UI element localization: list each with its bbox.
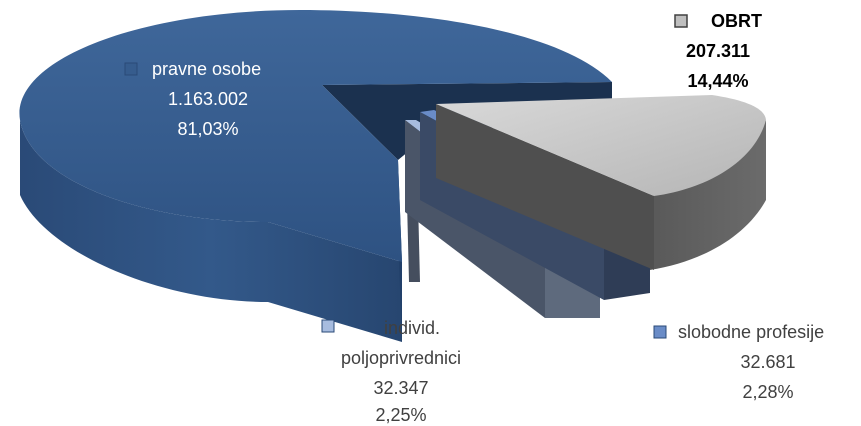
legend-key-slobodne-profesije	[653, 325, 667, 339]
label-slobodne-profesije: slobodne profesije 32.681 2,28%	[653, 322, 824, 402]
label-individ-poljoprivrednici: individ. poljoprivrednici 32.347 2,25%	[321, 318, 461, 425]
label-pravne-osobe: pravne osobe 1.163.002 81,03%	[124, 59, 261, 139]
label-obrt-value: 207.311	[686, 41, 750, 61]
legend-key-obrt	[674, 14, 688, 28]
label-slobodne-profesije-name: slobodne profesije	[678, 322, 824, 342]
legend-key-individ-poljoprivrednici	[321, 319, 335, 333]
slice-obrt-side	[650, 120, 766, 270]
label-individ-poljoprivrednici-line1: individ.	[384, 318, 440, 338]
label-obrt: OBRT 207.311 14,44%	[674, 11, 762, 91]
label-obrt-name: OBRT	[711, 11, 762, 31]
slice-obrt-wall	[436, 104, 654, 270]
label-individ-poljoprivrednici-value: 32.347	[373, 378, 428, 398]
slice-obrt-top	[436, 95, 766, 196]
slice-pravne-osobe-top	[19, 10, 612, 262]
label-individ-poljoprivrednici-percent: 2,25%	[375, 405, 426, 425]
label-pravne-osobe-value: 1.163.002	[168, 89, 248, 109]
label-obrt-percent: 14,44%	[687, 71, 748, 91]
label-pravne-osobe-percent: 81,03%	[177, 119, 238, 139]
label-pravne-osobe-name: pravne osobe	[152, 59, 261, 79]
label-slobodne-profesije-value: 32.681	[740, 352, 795, 372]
label-individ-poljoprivrednici-line2: poljoprivrednici	[341, 348, 461, 368]
legend-key-pravne-osobe	[124, 62, 138, 76]
slice-pravne-osobe-side	[20, 120, 402, 342]
slice-obrt	[436, 95, 766, 270]
label-slobodne-profesije-percent: 2,28%	[742, 382, 793, 402]
